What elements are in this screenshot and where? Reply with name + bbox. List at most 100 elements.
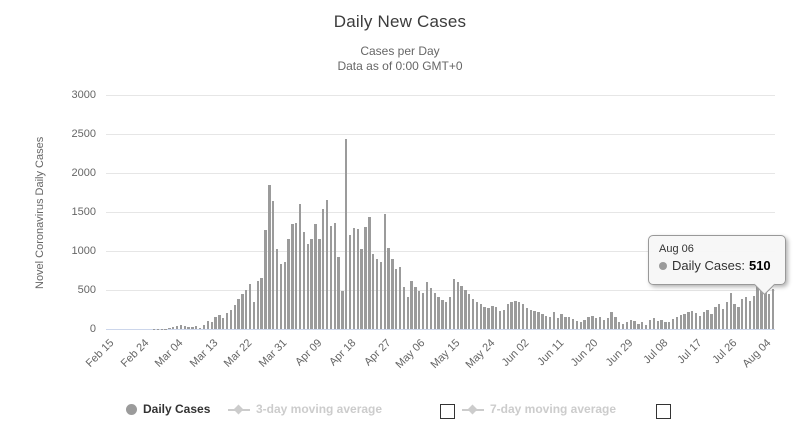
daily-cases-bar[interactable] [648, 319, 652, 329]
daily-cases-bar[interactable] [691, 310, 694, 329]
daily-cases-bar[interactable] [637, 323, 640, 329]
daily-cases-bar[interactable] [514, 300, 517, 329]
daily-cases-bar[interactable] [460, 285, 463, 329]
daily-cases-bar[interactable] [506, 304, 509, 329]
daily-cases-bar[interactable] [675, 316, 679, 329]
daily-cases-bar[interactable] [479, 304, 482, 329]
daily-cases-bar[interactable] [395, 268, 398, 329]
daily-cases-bar[interactable] [214, 317, 217, 329]
daily-cases-bar[interactable] [614, 317, 617, 329]
daily-cases-bar[interactable] [533, 310, 536, 329]
daily-cases-bar[interactable] [310, 238, 313, 329]
daily-cases-bar[interactable] [341, 290, 344, 329]
daily-cases-bar[interactable] [410, 280, 413, 329]
daily-cases-bar[interactable] [602, 319, 606, 329]
daily-cases-bar[interactable] [521, 304, 525, 329]
daily-cases-bar[interactable] [441, 300, 444, 329]
daily-cases-bar[interactable] [360, 249, 363, 329]
daily-cases-bar[interactable] [252, 302, 256, 329]
daily-cases-bar[interactable] [606, 318, 609, 329]
daily-cases-bar[interactable] [421, 293, 425, 329]
daily-cases-bar[interactable] [529, 309, 532, 329]
daily-cases-bar[interactable] [483, 306, 486, 329]
daily-cases-bar[interactable] [668, 321, 671, 329]
daily-cases-bar[interactable] [760, 280, 763, 329]
daily-cases-bar[interactable] [764, 282, 767, 329]
daily-cases-bar[interactable] [471, 298, 475, 329]
daily-cases-bar[interactable] [256, 280, 259, 329]
daily-cases-bar[interactable] [698, 315, 702, 329]
daily-cases-bar[interactable] [737, 307, 740, 329]
daily-cases-bar[interactable] [383, 214, 386, 329]
daily-cases-bar[interactable] [187, 327, 190, 329]
daily-cases-bar[interactable] [172, 327, 175, 329]
daily-cases-bar[interactable] [748, 300, 752, 329]
daily-cases-bar[interactable] [260, 278, 263, 329]
daily-cases-bar[interactable] [633, 321, 636, 329]
daily-cases-bar[interactable] [652, 318, 656, 329]
daily-cases-bar[interactable] [375, 258, 379, 329]
daily-cases-bar[interactable] [502, 309, 506, 329]
daily-cases-bar[interactable] [591, 315, 594, 329]
daily-cases-bar[interactable] [279, 263, 283, 329]
daily-cases-bar[interactable] [183, 326, 186, 329]
daily-cases-bar[interactable] [768, 293, 771, 329]
daily-cases-bar[interactable] [275, 248, 279, 329]
daily-cases-bar[interactable] [306, 243, 309, 329]
legend-item-daily-cases[interactable]: Daily Cases [126, 402, 210, 416]
daily-cases-bar[interactable] [706, 309, 709, 329]
daily-cases-bar[interactable] [556, 318, 559, 329]
legend-item-7day-moving-average[interactable]: 7-day moving average [462, 402, 616, 416]
daily-cases-bar[interactable] [283, 262, 286, 329]
daily-cases-bar[interactable] [179, 324, 183, 329]
daily-cases-bar[interactable] [656, 320, 659, 329]
daily-cases-bar[interactable] [264, 229, 267, 329]
daily-cases-bar[interactable] [456, 282, 459, 329]
daily-cases-bar[interactable] [664, 322, 667, 329]
daily-cases-bar[interactable] [352, 228, 356, 329]
daily-cases-bar[interactable] [714, 307, 717, 329]
daily-cases-bar[interactable] [418, 290, 421, 329]
daily-cases-bar[interactable] [379, 262, 383, 329]
daily-cases-bar[interactable] [464, 290, 467, 329]
daily-cases-bar[interactable] [233, 304, 236, 329]
daily-cases-bar[interactable] [541, 314, 544, 329]
daily-cases-bar[interactable] [756, 282, 759, 329]
daily-cases-bar[interactable] [545, 315, 548, 329]
daily-cases-bar[interactable] [225, 313, 229, 329]
daily-cases-bar[interactable] [733, 304, 736, 329]
daily-cases-bar[interactable] [295, 223, 298, 329]
daily-cases-bar[interactable] [587, 316, 590, 329]
daily-cases-bar[interactable] [741, 298, 744, 329]
daily-cases-bar[interactable] [644, 325, 648, 329]
daily-cases-bar[interactable] [718, 304, 721, 329]
daily-cases-bar[interactable] [495, 307, 498, 329]
daily-cases-bar[interactable] [537, 312, 540, 329]
daily-cases-bar[interactable] [548, 316, 552, 329]
daily-cases-bar[interactable] [525, 307, 529, 329]
daily-cases-bar[interactable] [218, 314, 221, 329]
daily-cases-bar[interactable] [198, 327, 202, 329]
daily-cases-bar[interactable] [406, 297, 409, 329]
daily-cases-bar[interactable] [694, 313, 698, 329]
daily-cases-bar[interactable] [414, 286, 417, 329]
daily-cases-bar[interactable] [371, 254, 375, 329]
daily-cases-bar[interactable] [268, 185, 271, 329]
daily-cases-bar[interactable] [568, 317, 571, 329]
daily-cases-bar[interactable] [445, 302, 448, 329]
legend-item-3day-moving-average[interactable]: 3-day moving average [228, 402, 382, 416]
daily-cases-bar[interactable] [771, 289, 775, 329]
daily-cases-bar[interactable] [387, 247, 390, 329]
daily-cases-bar[interactable] [356, 229, 359, 329]
daily-cases-bar[interactable] [329, 225, 333, 329]
daily-cases-bar[interactable] [571, 318, 575, 329]
daily-cases-bar[interactable] [683, 314, 686, 329]
daily-cases-bar[interactable] [475, 302, 479, 329]
daily-cases-bar[interactable] [583, 319, 586, 329]
daily-cases-bar[interactable] [337, 257, 340, 329]
daily-cases-bar[interactable] [364, 226, 367, 329]
daily-cases-bar[interactable] [618, 321, 621, 329]
daily-cases-bar[interactable] [398, 267, 402, 329]
daily-cases-bar[interactable] [437, 297, 440, 329]
daily-cases-bar[interactable] [641, 322, 644, 329]
